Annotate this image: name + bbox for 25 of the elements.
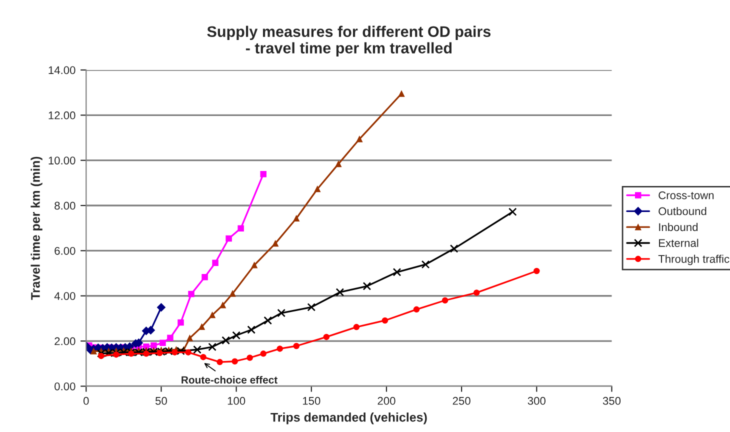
x-axis-title: Trips demanded (vehicles)	[270, 412, 427, 424]
y-tick-label: 6.00	[54, 246, 76, 255]
legend-label: Through traffic	[658, 254, 730, 266]
y-tick-label: 14.00	[48, 66, 76, 74]
y-tick-label: 4.00	[54, 292, 76, 300]
annotation: Route-choice effect	[182, 376, 278, 384]
y-tick-label: 0.00	[54, 382, 76, 390]
y-tick-label: 2.00	[54, 337, 76, 346]
y-axis-title: Travel time per km (min)	[30, 156, 42, 300]
x-tick-label: 200	[378, 396, 396, 405]
y-tick-label: 8.00	[54, 202, 76, 210]
x-tick-label: 0	[83, 396, 89, 405]
y-tick-label: 10.00	[48, 156, 76, 164]
legend-label: Cross-town	[658, 191, 714, 200]
y-tick-label: 12.00	[48, 111, 76, 120]
legend-label: External	[659, 238, 698, 247]
x-tick-label: 250	[452, 396, 470, 405]
x-tick-label: 100	[228, 396, 246, 405]
legend-label: Outbound	[658, 207, 706, 216]
x-tick-label: 300	[528, 396, 546, 405]
x-tick-label: 150	[302, 396, 320, 405]
x-tick-label: 350	[602, 396, 621, 405]
x-tick-label: 50	[155, 396, 167, 405]
legend-label: Inbound	[659, 222, 698, 232]
chart-title: Supply measures for different OD pairs - travel time per km travelled	[207, 26, 491, 56]
